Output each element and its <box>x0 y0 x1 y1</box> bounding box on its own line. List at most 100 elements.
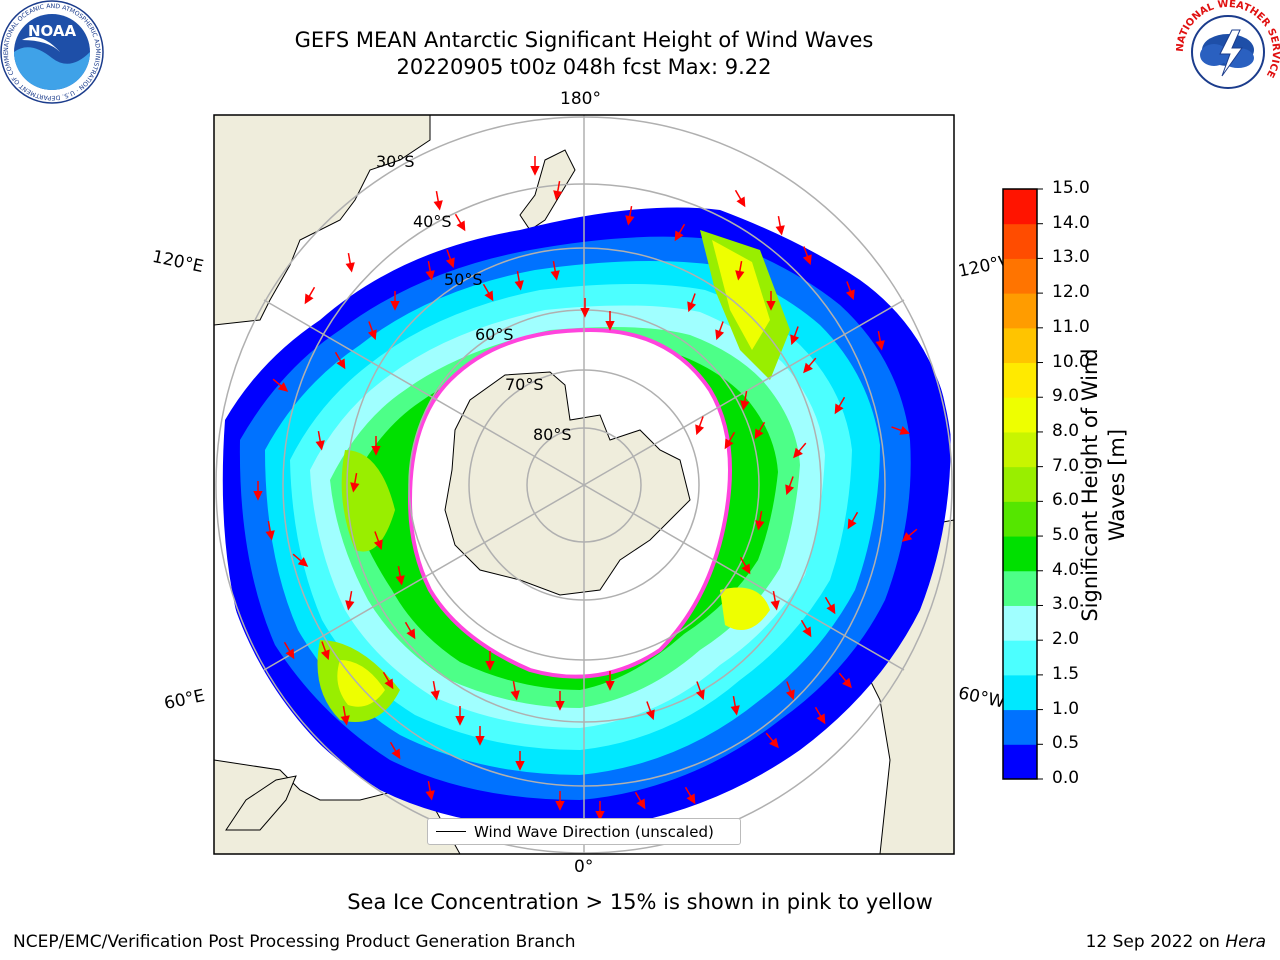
lat-label-70s: 70°S <box>505 375 544 394</box>
colorbar-frame <box>1002 188 1038 780</box>
arrow-head-icon <box>371 446 381 456</box>
colorbar-tick-label: 1.0 <box>1052 698 1080 719</box>
colorbar-segment <box>1003 189 1037 225</box>
colorbar-segment <box>1003 397 1037 433</box>
nws-logo: NATIONAL WEATHER SERVICE <box>1176 0 1280 102</box>
colorbar-tick-label: 6.0 <box>1052 490 1080 511</box>
arrow-head-icon <box>802 626 812 638</box>
arrow-head-icon <box>265 530 275 541</box>
arrow-head-icon <box>445 257 455 269</box>
colorbar-tick-label: 2.0 <box>1052 629 1080 650</box>
lon-label-180: 180° <box>560 89 601 109</box>
arrow-head-icon <box>390 301 400 311</box>
arrow-head-icon <box>297 557 309 567</box>
colorbar-tick-label: 7.0 <box>1052 455 1080 476</box>
footer-right: 12 Sep 2022 on Hera <box>1086 932 1266 952</box>
arrow-head-icon <box>605 681 615 691</box>
arrow-head-icon <box>345 600 355 611</box>
arrow-head-icon <box>740 400 750 411</box>
wind-wave-arrows <box>253 156 918 821</box>
colorbar-tick-label: 1.5 <box>1052 663 1080 684</box>
lon-label-0: 0° <box>574 857 594 877</box>
arrow-head-icon <box>553 190 563 201</box>
arrow-head-icon <box>736 196 746 208</box>
lat-label-30s: 30°S <box>376 152 415 171</box>
arrow-head-icon <box>580 308 590 318</box>
arrow-head-icon <box>514 280 524 291</box>
arrow-head-icon <box>901 532 913 542</box>
arrow-head-icon <box>555 701 565 711</box>
arrow-head-icon <box>816 713 826 725</box>
colorbar-tick-label: 14.0 <box>1052 212 1090 233</box>
arrow-head-icon <box>674 230 684 242</box>
arrow-head-icon <box>345 262 355 273</box>
arrow-head-icon <box>847 518 857 530</box>
arrow-head-icon <box>785 689 795 701</box>
sea-ice-note: Sea Ice Concentration > 15% is shown in … <box>347 890 933 914</box>
colorbar-tick-label: 0.0 <box>1052 768 1080 788</box>
arrow-head-icon <box>391 748 401 760</box>
arrow-head-icon <box>803 362 813 374</box>
colorbar-segment <box>1003 501 1037 537</box>
colorbar-segment <box>1003 744 1037 780</box>
arrow-head-icon <box>430 690 440 701</box>
arrow-head-icon <box>834 403 844 415</box>
arrow-head-icon <box>790 334 800 346</box>
arrow-head-icon <box>625 215 635 226</box>
colorbar-segment <box>1003 674 1037 711</box>
arrow-head-icon <box>793 447 803 459</box>
arrow-head-icon <box>367 329 377 341</box>
chart-subtitle: 20220905 t00z 048h fcst Max: 9.22 <box>396 55 772 79</box>
arrow-head-icon <box>433 200 443 211</box>
colorbar-segment <box>1003 570 1037 606</box>
arrow-head-icon <box>304 293 314 305</box>
arrow-head-icon <box>686 793 696 805</box>
arrow-head-icon <box>425 790 435 801</box>
arrow-head-icon <box>775 225 785 236</box>
colorbar-segment <box>1003 293 1037 329</box>
noaa-logo-text: NOAA <box>28 22 77 40</box>
arrow-head-icon <box>842 677 852 689</box>
lat-label-50s: 50°S <box>444 270 483 289</box>
arrow-head-icon <box>785 484 795 496</box>
colorbar-segment <box>1003 362 1037 398</box>
lat-label-40s: 40°S <box>413 212 452 231</box>
arrow-head-icon <box>735 270 745 281</box>
arrow-head-icon <box>425 270 435 281</box>
arrow-head-icon <box>754 428 764 440</box>
colorbar-tick-label: 11.0 <box>1052 316 1090 337</box>
arrow-head-icon <box>475 736 485 746</box>
arrow-head-icon <box>253 491 263 501</box>
colorbar-tick-label: 3.0 <box>1052 594 1080 615</box>
colorbar-tick-label: 0.5 <box>1052 733 1080 754</box>
arrow-head-icon <box>530 166 540 176</box>
footer-left: NCEP/EMC/Verification Post Processing Pr… <box>13 932 576 952</box>
arrow-head-icon <box>406 628 416 640</box>
arrow-head-icon <box>485 661 495 671</box>
arrow-head-icon <box>555 801 565 811</box>
arrow-head-icon <box>636 798 646 810</box>
arrow-head-icon <box>373 539 383 551</box>
arrow-head-icon <box>340 715 350 726</box>
arrow-head-icon <box>741 563 751 575</box>
arrow-head-icon <box>695 689 705 701</box>
arrow-head-icon <box>277 382 289 392</box>
australia-land <box>214 115 431 326</box>
footer-date: 12 Sep 2022 on <box>1085 932 1226 952</box>
arrow-head-icon <box>899 425 911 435</box>
colorbar-tick-label: 15.0 <box>1052 178 1090 198</box>
colorbar-tick-label: 13.0 <box>1052 247 1090 268</box>
arrow-head-icon <box>484 290 494 302</box>
arrow-head-icon <box>350 482 360 493</box>
arrow-head-icon <box>605 321 615 331</box>
graticule <box>215 115 953 854</box>
arrow-head-icon <box>315 440 325 451</box>
map-frame <box>213 114 955 855</box>
noaa-logo: NATIONAL OCEANIC AND ATMOSPHERIC ADMINIS… <box>0 0 104 104</box>
arrow-head-icon <box>755 520 765 531</box>
new-zealand-land <box>519 149 576 231</box>
colorbar-tick-label: 4.0 <box>1052 559 1080 580</box>
legend-label: Wind Wave Direction (unscaled) <box>474 822 714 841</box>
colorbar-segment <box>1003 431 1037 468</box>
